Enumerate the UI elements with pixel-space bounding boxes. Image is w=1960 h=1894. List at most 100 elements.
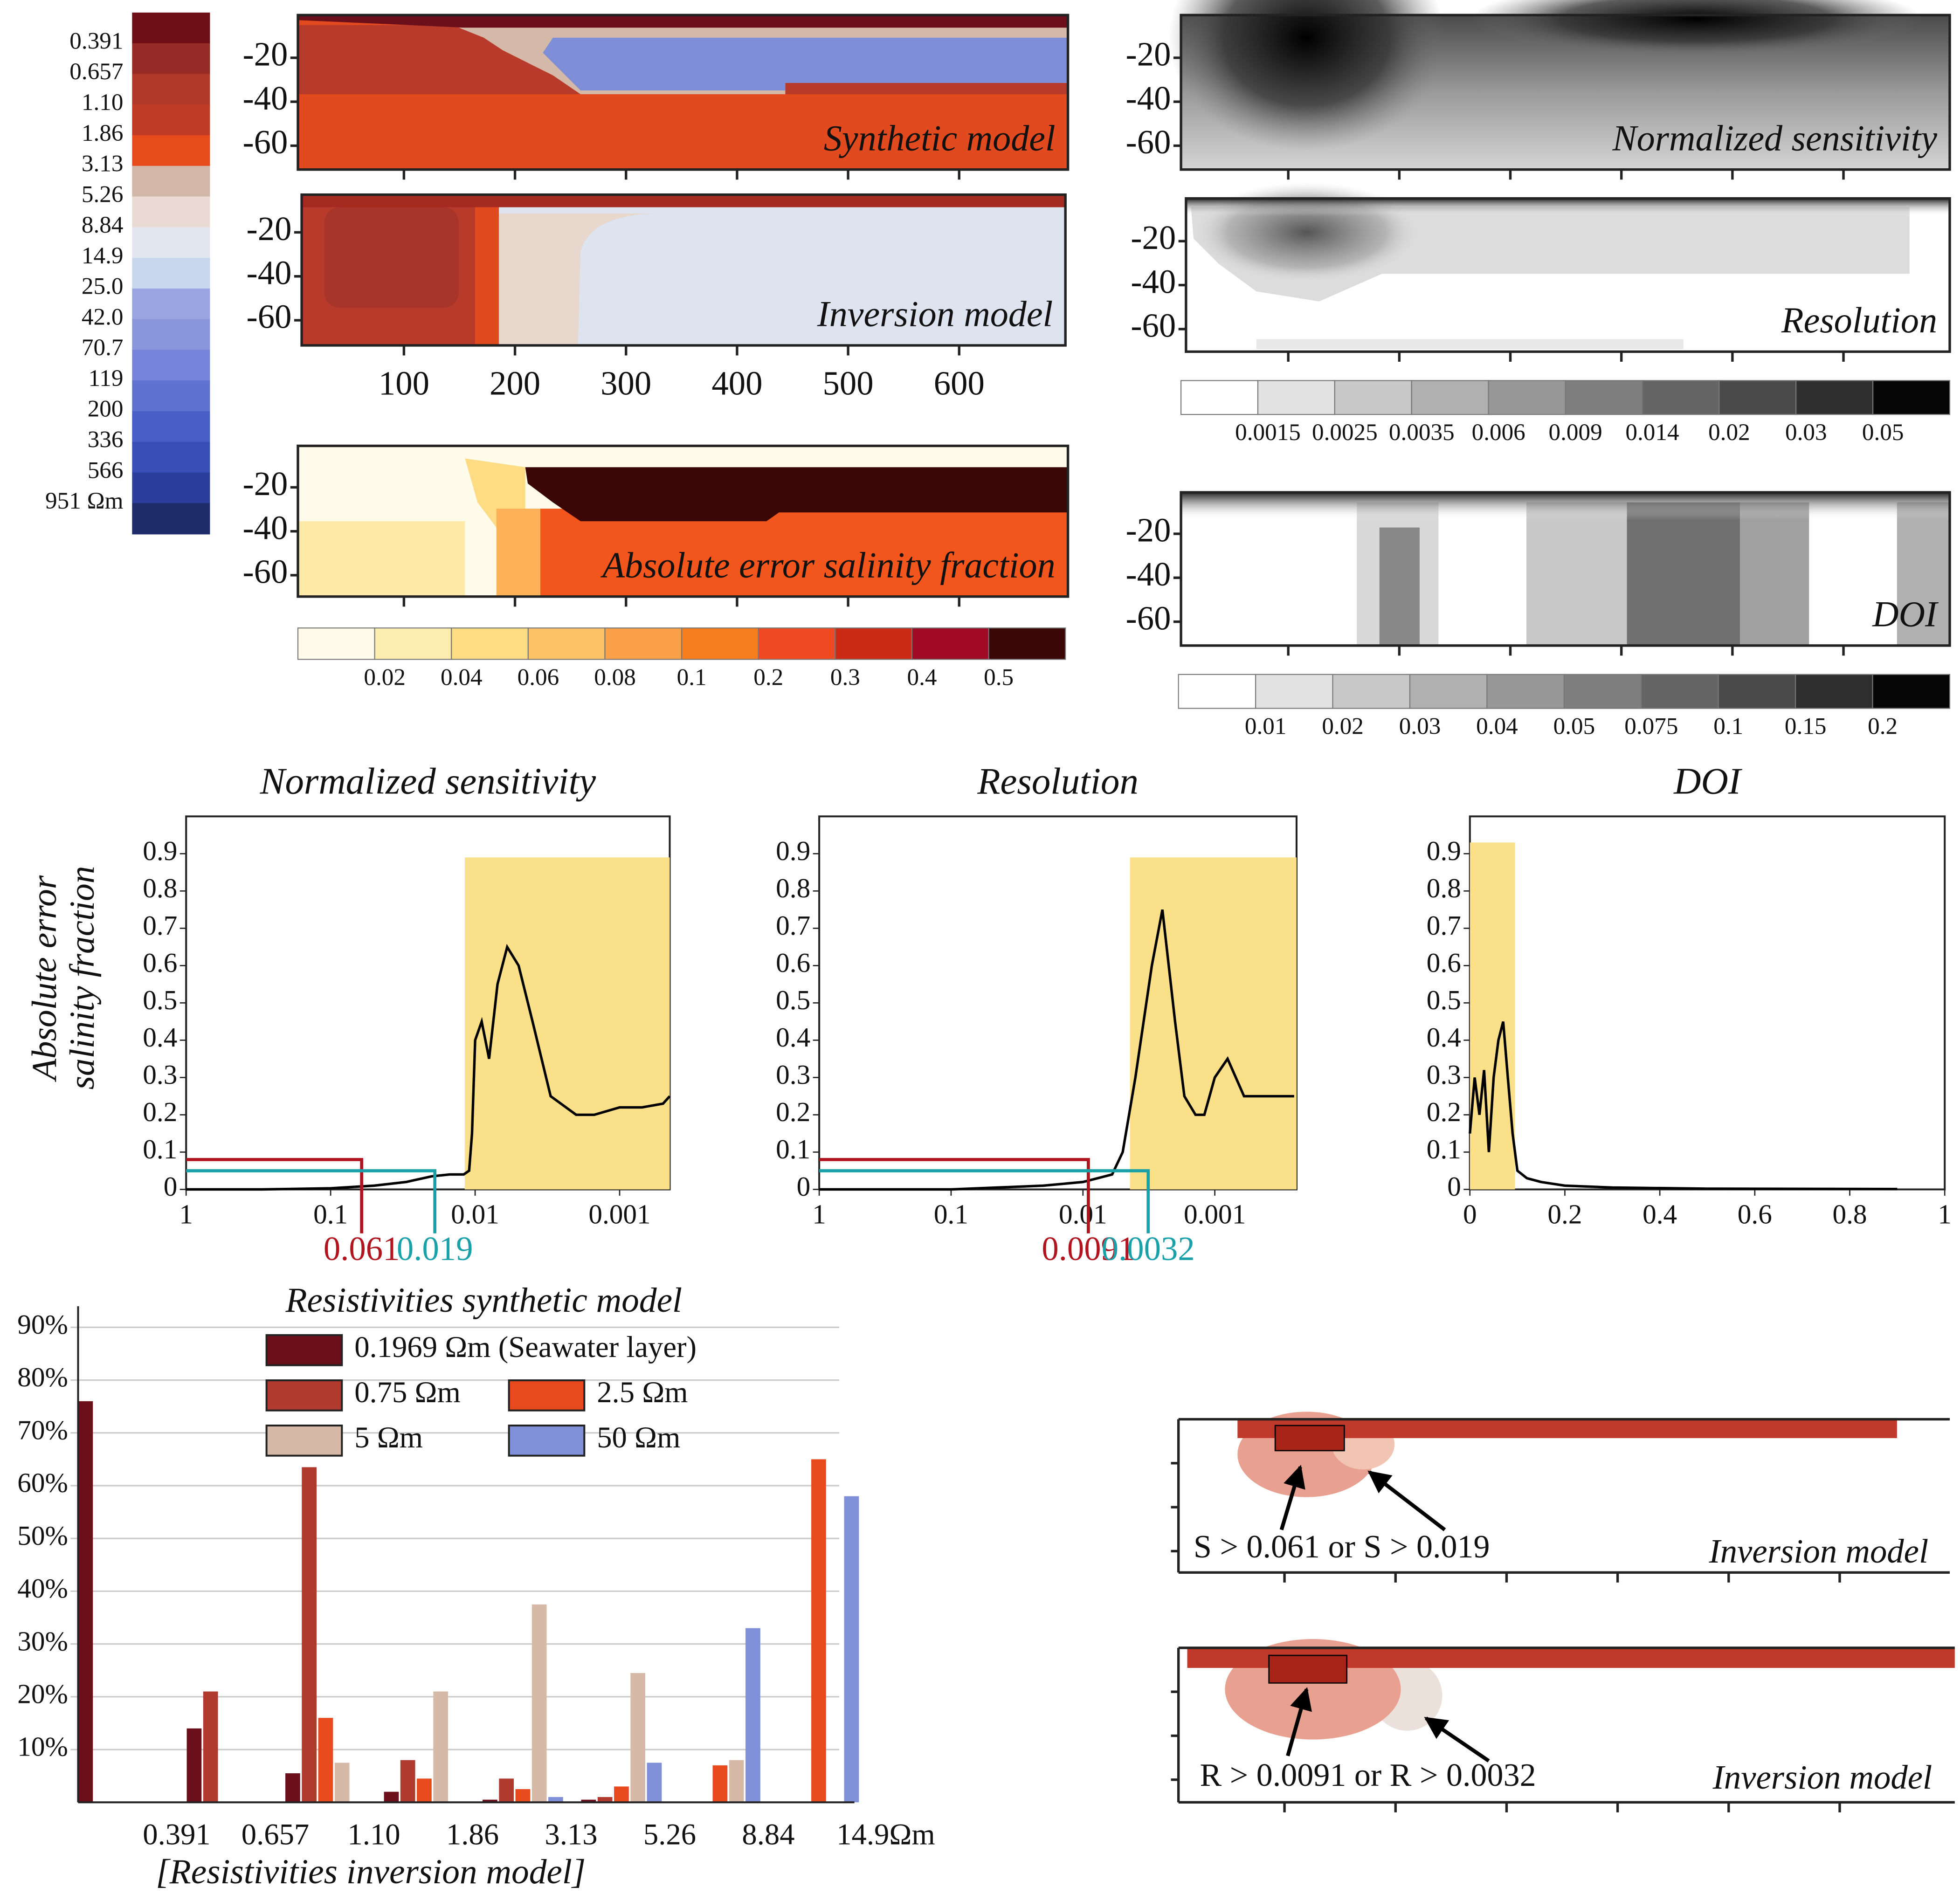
inversion-map [302, 194, 1066, 345]
colorbar-swatch [132, 350, 210, 381]
bar [78, 1401, 93, 1803]
y-tick-label: 0.8 [776, 873, 810, 903]
x-tick-label: 3.13 [545, 1818, 597, 1851]
map-region [297, 15, 1068, 28]
colorbar-label: 119 [89, 365, 124, 392]
y-tick-label: -60 [1126, 599, 1171, 637]
colorbar-label: 200 [88, 396, 124, 422]
map-region [1897, 502, 1950, 646]
bar [745, 1628, 760, 1803]
y-tick-label: 0.3 [143, 1059, 177, 1090]
panel-title: DOI [1872, 594, 1939, 634]
colorbar-label: 0.3 [830, 664, 860, 690]
bar [729, 1760, 744, 1803]
bar [630, 1673, 646, 1803]
colorbar-swatch [132, 196, 210, 228]
y-tick-label: -40 [242, 79, 288, 117]
legend-swatch [265, 1334, 343, 1366]
map-region [1627, 502, 1740, 646]
colorbar-swatch [132, 12, 210, 44]
colorbar-label: 0.391 [69, 28, 123, 54]
bar [844, 1496, 859, 1803]
y-tick-label: 0.2 [1427, 1096, 1461, 1127]
colorbar-swatch [988, 627, 1066, 660]
legend-label: 0.75 Ωm [354, 1375, 461, 1409]
y-tick-label: 0.3 [1427, 1059, 1461, 1090]
colorbar-label: 0.0015 [1235, 419, 1301, 446]
colorbar-label: 566 [88, 457, 124, 483]
y-tick-label: -60 [247, 298, 292, 336]
colorbar-label: 70.7 [82, 334, 124, 361]
map-frame [1185, 197, 1951, 353]
colorbar-swatch [451, 627, 529, 660]
y-tick-label: -40 [1126, 79, 1171, 117]
colorbar-swatch [1486, 674, 1565, 709]
colorbar-swatch [132, 104, 210, 136]
y-tick-label: 0.4 [143, 1022, 177, 1053]
colorbar-swatch [1411, 380, 1489, 415]
map-region [1181, 492, 1950, 520]
map-region [543, 37, 1068, 90]
x-tick-label: 300 [600, 365, 651, 402]
x-tick-label: 1 [179, 1198, 193, 1229]
y-tick-label: -40 [1126, 555, 1171, 593]
x-tick-label: 1.86 [446, 1818, 499, 1851]
y-tick-label: 0.9 [776, 835, 810, 866]
panel-title: Synthetic model [824, 117, 1056, 158]
colorbar-swatch [911, 627, 989, 660]
colorbar-swatch [1409, 674, 1488, 709]
colorbar-label: 1.86 [82, 120, 124, 146]
y-tick-label: 0.6 [1427, 947, 1461, 978]
y-axis-label: salinity fraction [63, 866, 102, 1090]
map-region [1168, 0, 1445, 151]
map-region [525, 467, 1068, 522]
map-region [1274, 1425, 1345, 1452]
colorbar-label: 0.2 [753, 664, 783, 690]
colorbar-label: 0.1 [1713, 713, 1743, 739]
y-tick-label: 0.2 [776, 1096, 810, 1127]
map-region [540, 509, 1068, 597]
colorbar-swatch [1718, 674, 1796, 709]
bar [433, 1691, 449, 1803]
colorbar-label: 1.10 [82, 89, 124, 116]
x-tick-label: 200 [490, 365, 540, 402]
legend-label: 5 Ωm [354, 1420, 423, 1454]
colorbar-label: 0.01 [1245, 713, 1287, 739]
panel-title: Normalized sensitivity [1612, 117, 1937, 158]
colorbar-swatch [297, 627, 375, 660]
arrow [1424, 1716, 1490, 1763]
threshold-label: 0.0091 [1042, 1230, 1135, 1267]
bar [712, 1765, 728, 1803]
scatter-envelope [1470, 842, 1515, 1190]
colorbar-swatch [1332, 674, 1411, 709]
y-tick-label: 0.7 [143, 910, 177, 941]
y-tick-label: 0.7 [1427, 910, 1461, 941]
map-region [324, 207, 459, 308]
y-tick-label: -60 [242, 123, 288, 161]
y-tick-label: 0.7 [776, 910, 810, 941]
map-frame [1180, 491, 1951, 647]
plot-frame [1469, 815, 1946, 1191]
colorbar-label: 14.9 [82, 242, 124, 269]
colorbar-swatch [604, 627, 683, 660]
threshold-label: 0.019 [397, 1230, 473, 1267]
colorbar-swatch [132, 258, 210, 289]
y-tick-label: 0.5 [776, 985, 810, 1015]
colorbar-swatch [1872, 674, 1951, 709]
colorbar-swatch [758, 627, 836, 660]
panel-title: Inversion model [817, 294, 1053, 334]
legend-label: 0.1969 Ωm (Seawater layer) [354, 1330, 697, 1364]
x-tick-label: 0.391 [143, 1818, 210, 1851]
colorbar-swatch [1257, 380, 1335, 415]
y-tick-label: -60 [1126, 123, 1171, 161]
threshold-line [186, 1158, 364, 1233]
y-tick-label: -40 [247, 254, 292, 291]
panel-annotation: R > 0.0091 or R > 0.0032 [1200, 1757, 1536, 1793]
y-tick-label: 0.1 [143, 1134, 177, 1164]
colorbar-label: 3.13 [82, 151, 124, 177]
threshold-line [819, 1169, 1150, 1233]
x-tick-label: 0.1 [934, 1198, 968, 1229]
colorbar-swatch [132, 472, 210, 504]
colorbar-label: 0.006 [1472, 419, 1525, 446]
map-region [1186, 198, 1950, 216]
